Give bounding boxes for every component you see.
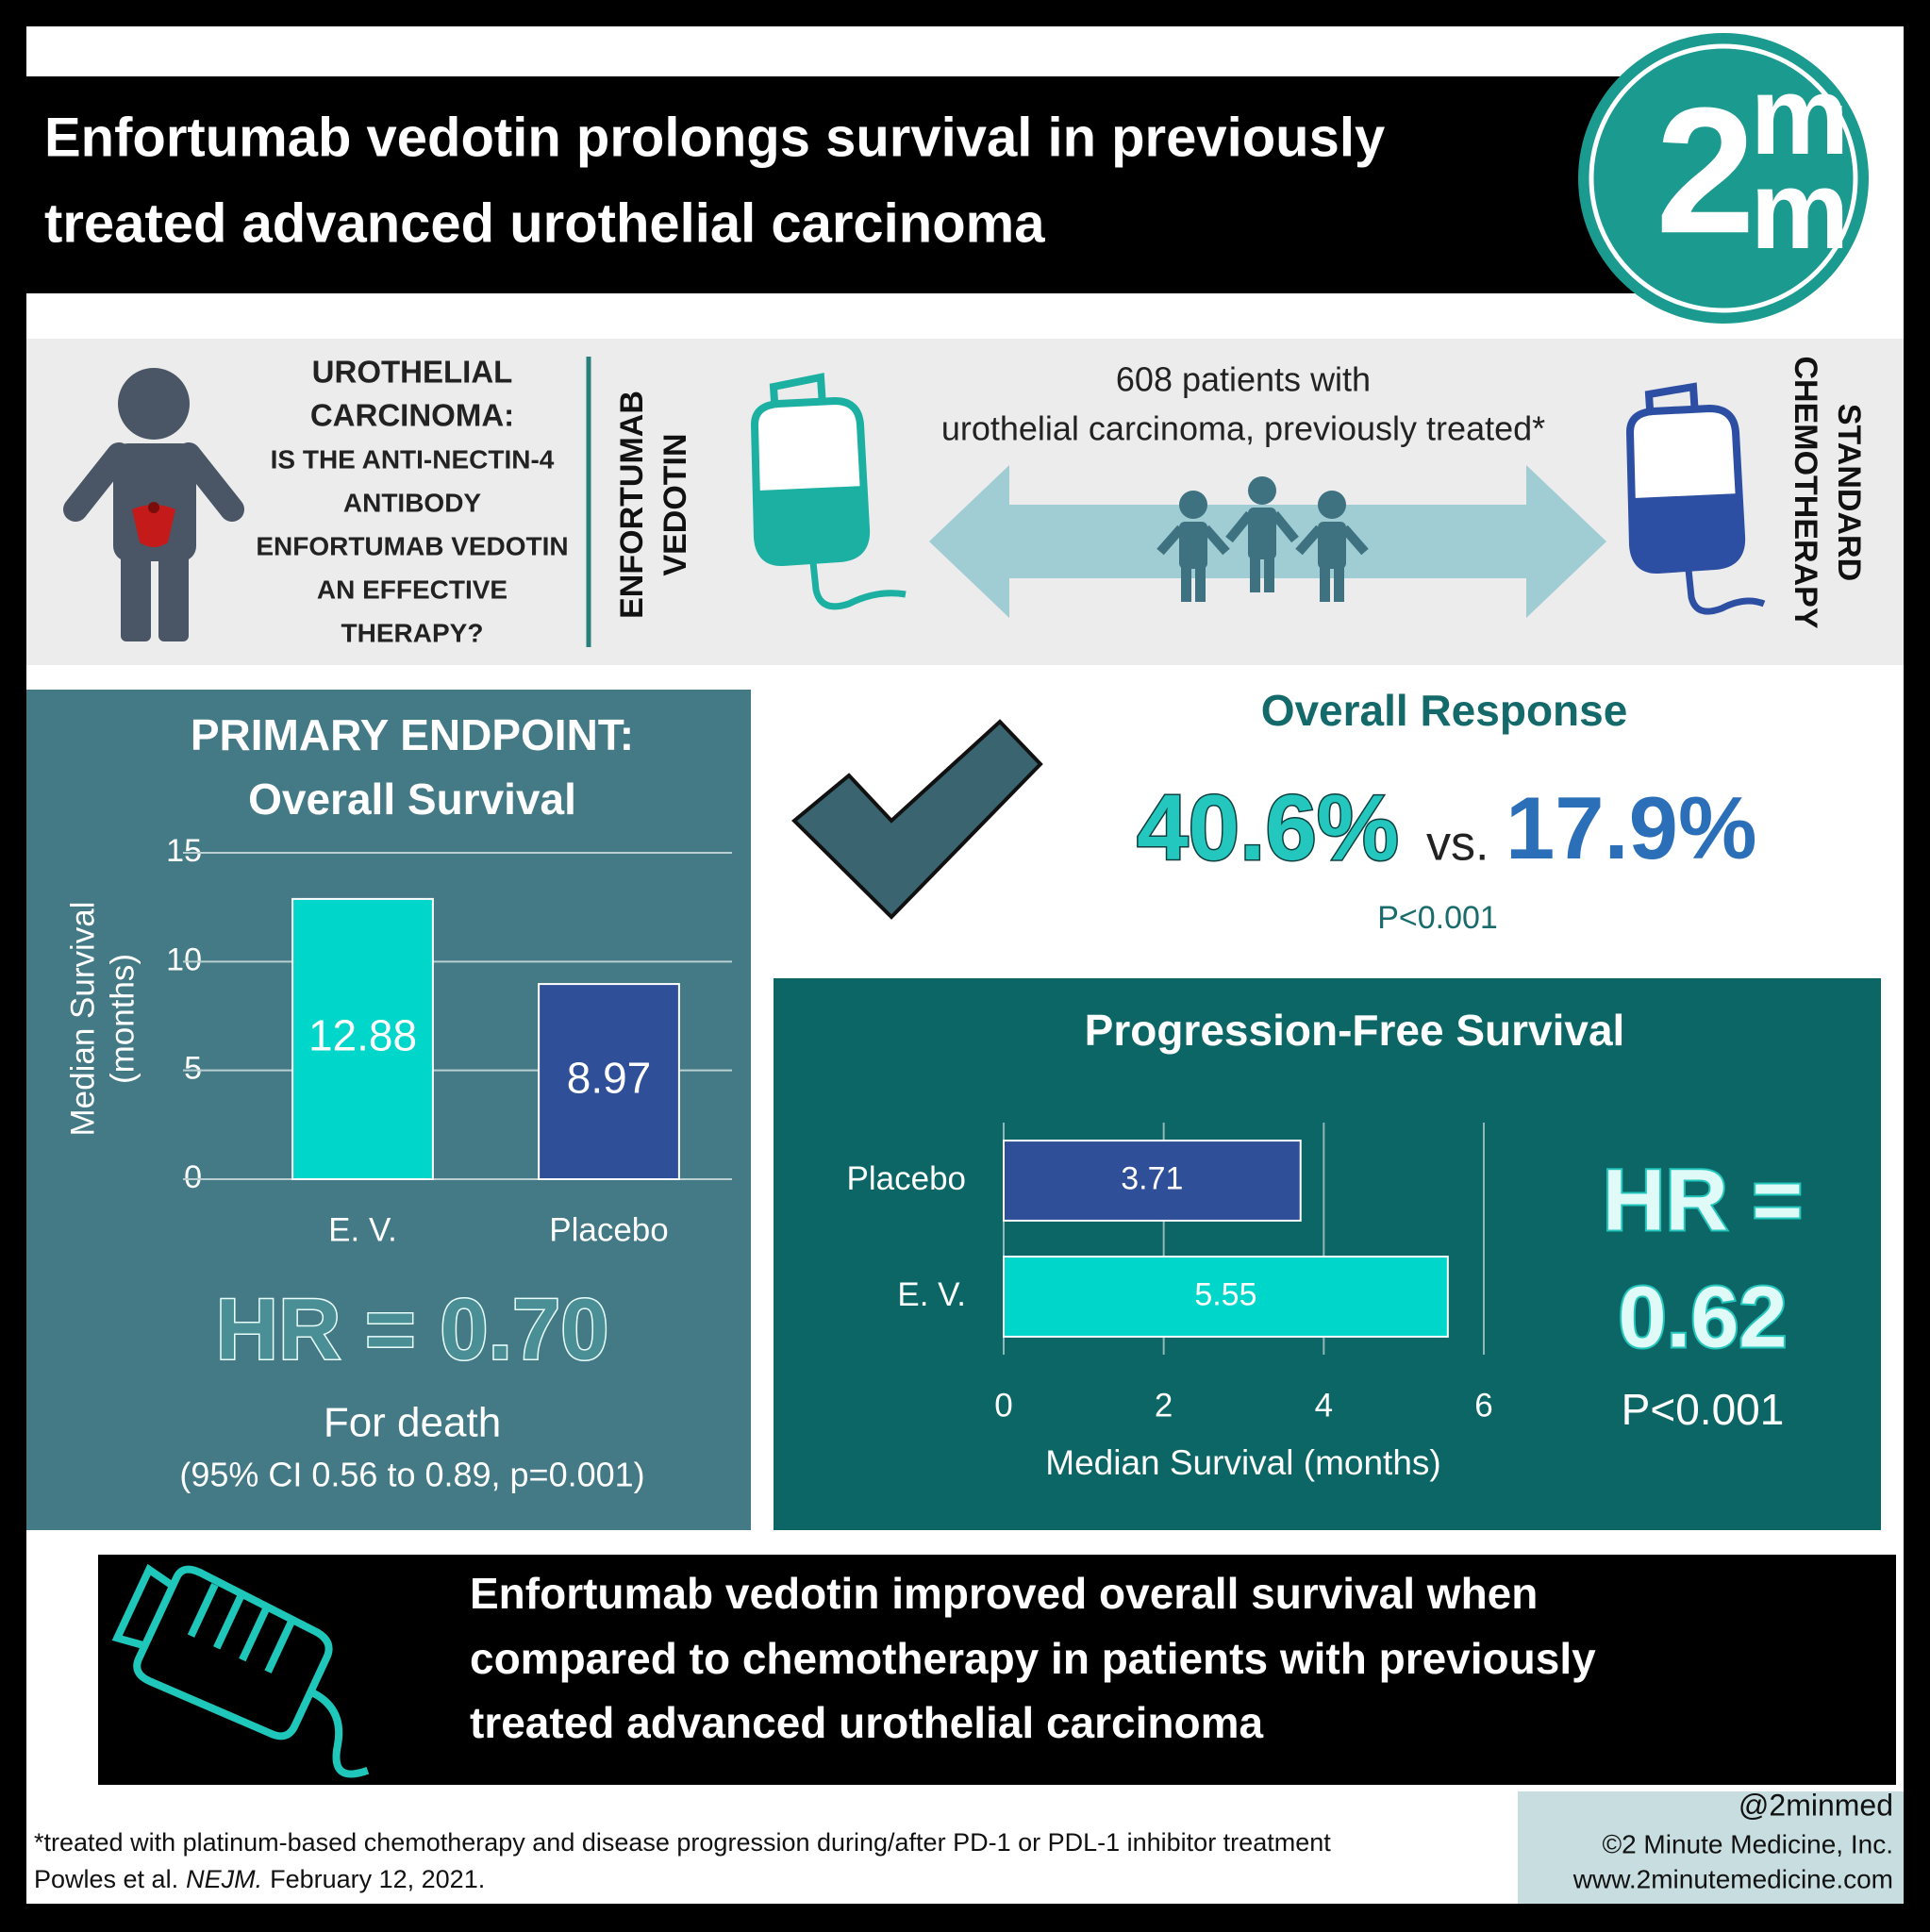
pfs-panel [774, 978, 1881, 1530]
y-tick-label: 0 [184, 1159, 202, 1195]
arm-right: STANDARD CHEMOTHERAPY [1788, 356, 1867, 628]
conclusion-line: treated advanced urothelial carcinoma [470, 1698, 1263, 1747]
p-value: P<0.001 [1622, 1385, 1785, 1434]
title-line: Enfortumab vedotin prolongs survival in … [44, 107, 1385, 168]
citation: Powles et al. NEJM. February 12, 2021. [34, 1865, 485, 1893]
response-title: Overall Response [1261, 686, 1628, 735]
bar [538, 983, 680, 1181]
question: UROTHELIAL CARCINOMA: IS THE ANTI-NECTIN… [256, 355, 568, 648]
population-line: 608 patients with [1116, 360, 1371, 399]
logo-ring [1589, 43, 1858, 313]
confidence-interval: (95% CI 0.56 to 0.89, p=0.001) [179, 1456, 644, 1494]
header-bar [26, 76, 1649, 293]
logo-number: 2 [1655, 71, 1755, 271]
handle: @2minmed [1739, 1788, 1893, 1822]
question-line: IS THE ANTI-NECTIN-4 [271, 444, 555, 474]
conclusion-box [98, 1555, 1896, 1785]
x-tick-label: 0 [994, 1387, 1012, 1424]
citation-journal: NEJM. [186, 1865, 262, 1893]
response-vs: vs. [1426, 817, 1489, 872]
footnote: *treated with platinum-based chemotherap… [34, 1828, 1331, 1857]
brand-box [1518, 1791, 1904, 1904]
bar [1003, 1256, 1449, 1338]
iv-bag-teal [750, 373, 907, 610]
people-icon [1156, 476, 1369, 602]
copyright: ©2 Minute Medicine, Inc. [1602, 1829, 1893, 1858]
response-treatment: 40.6% [1137, 775, 1399, 879]
arm-left: ENFORTUMAB VEDOTIN [614, 391, 693, 619]
question-line: UROTHELIAL [312, 355, 513, 390]
checkmark [791, 719, 1043, 920]
y-axis-label-line: (months) [104, 954, 141, 1084]
x-tick-label: 4 [1315, 1387, 1333, 1424]
iv-bag-blue [1625, 382, 1766, 615]
chart-subtitle: PRIMARY ENDPOINT: [191, 710, 634, 759]
question-line: THERAPY? [341, 618, 484, 647]
arm-label: VEDOTIN [657, 433, 693, 575]
citation-authors: Powles et al. [34, 1865, 178, 1893]
value-label: 8.97 [567, 1054, 652, 1103]
hazard-ratio: HR = 0.70 [216, 1281, 609, 1377]
hazard-ratio: HR = [1603, 1152, 1803, 1248]
x-tick-label: E. V. [328, 1211, 397, 1248]
hr-note: For death [324, 1400, 501, 1446]
conclusion-line: Enfortumab vedotin improved overall surv… [470, 1569, 1538, 1618]
value-label: 12.88 [308, 1011, 417, 1060]
value-label: 3.71 [1121, 1160, 1183, 1196]
chart-title: Overall Survival [248, 774, 576, 824]
logo-circle [1578, 33, 1869, 324]
arm-label: ENFORTUMAB [614, 391, 650, 619]
pfs-chart: 0 2 4 6 3.71 Placebo 5.55 E. V. [847, 1123, 1493, 1424]
arm-label: CHEMOTHERAPY [1788, 356, 1823, 628]
conclusion-line: compared to chemotherapy in patients wit… [470, 1634, 1596, 1683]
bar [1003, 1140, 1302, 1222]
website: www.2minutemedicine.com [1572, 1864, 1893, 1893]
bar [291, 897, 434, 1180]
hazard-ratio: 0.62 [1618, 1269, 1787, 1365]
logo-letter: m [1751, 148, 1850, 273]
logo-mark: ™ [1830, 103, 1843, 118]
os-chart: 0 5 10 15 12.88 E. V. 8.97 Placebo [166, 833, 732, 1248]
question-line: ANTIBODY [343, 488, 482, 517]
logo-letter: m [1751, 54, 1850, 178]
chart-title: Progression-Free Survival [1085, 1006, 1625, 1055]
study-band [26, 339, 1904, 665]
arm-label: STANDARD [1831, 404, 1867, 581]
question-line: AN EFFECTIVE [317, 575, 507, 604]
response-p-value: P<0.001 [1377, 900, 1498, 936]
y-tick-label: 10 [166, 941, 202, 977]
question-line: CARCINOMA: [310, 398, 514, 433]
x-tick-label: 2 [1155, 1387, 1173, 1424]
y-tick-label: E. V. [897, 1276, 966, 1313]
response-control: 17.9% [1506, 778, 1757, 877]
x-tick-label: 6 [1474, 1387, 1492, 1424]
population-line: urothelial carcinoma, previously treated… [941, 409, 1545, 448]
y-tick-label: Placebo [847, 1160, 966, 1197]
x-axis-label: Median Survival (months) [1045, 1443, 1440, 1482]
y-axis-label-line: Median Survival [64, 902, 101, 1137]
y-axis-label: Median Survival (months) [64, 902, 141, 1137]
question-line: ENFORTUMAB VEDOTIN [256, 531, 568, 560]
iv-icon [111, 1563, 370, 1778]
citation-date: February 12, 2021. [270, 1865, 485, 1893]
person-icon [63, 368, 244, 641]
value-label: 5.55 [1194, 1276, 1256, 1312]
title-line: treated advanced urothelial carcinoma [44, 192, 1045, 254]
y-tick-label: 15 [166, 833, 202, 869]
y-tick-label: 5 [184, 1051, 202, 1087]
x-tick-label: Placebo [549, 1211, 668, 1248]
